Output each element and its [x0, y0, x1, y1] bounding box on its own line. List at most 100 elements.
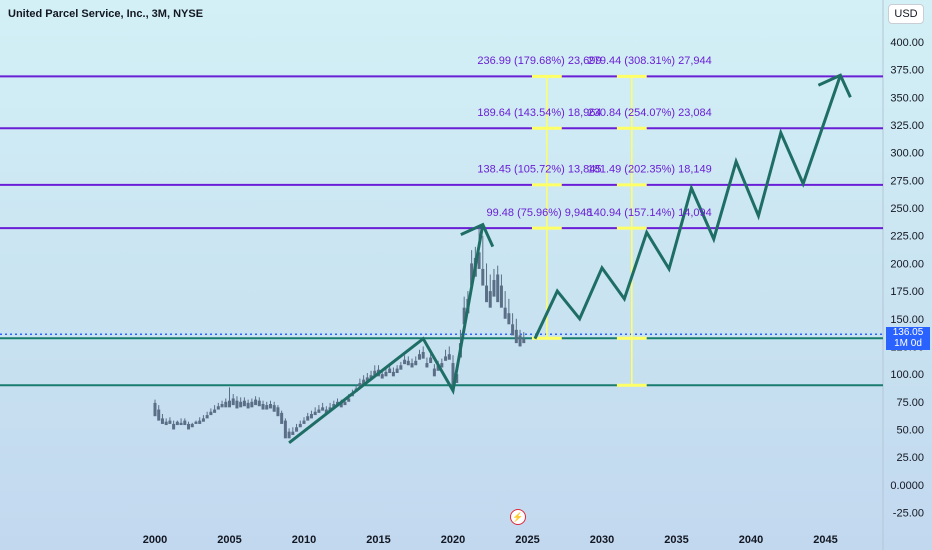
candle-body: [276, 407, 280, 417]
x-tick-label: 2025: [515, 534, 539, 546]
measure-label: 189.64 (143.54%) 18,964: [477, 107, 601, 119]
candle-body: [496, 274, 500, 303]
candle-body: [257, 400, 261, 407]
candle-body: [205, 415, 209, 419]
candle-body: [231, 398, 235, 406]
candle-body: [421, 351, 425, 359]
measure-label: 181.49 (202.35%) 18,149: [588, 164, 712, 176]
y-tick-label: 250.00: [890, 203, 924, 215]
candle-body: [235, 400, 239, 409]
candle-body: [470, 263, 474, 286]
candle-body: [358, 382, 362, 387]
y-tick-label: 325.00: [890, 120, 924, 132]
y-tick-label: 200.00: [890, 258, 924, 270]
candle-body: [380, 374, 384, 379]
candle-body: [499, 285, 503, 308]
candle-body: [343, 401, 347, 406]
candle-body: [190, 423, 194, 428]
candle-body: [313, 411, 317, 416]
candle-body: [168, 420, 172, 424]
candle-body: [239, 401, 243, 408]
candle-body: [242, 400, 246, 407]
lightning-icon[interactable]: ⚡: [510, 509, 526, 525]
x-tick-label: 2040: [739, 534, 763, 546]
candle-body: [518, 335, 522, 347]
candle-body: [417, 354, 421, 360]
candle-body: [172, 423, 176, 430]
candle-body: [488, 291, 492, 308]
measure-label: 140.94 (157.14%) 14,094: [588, 207, 712, 219]
y-tick-label: 225.00: [890, 231, 924, 243]
candle-body: [514, 329, 518, 344]
projection-arrow-head: [460, 222, 495, 248]
candle-body: [395, 368, 399, 374]
candle-body: [391, 371, 395, 377]
candle-body: [321, 407, 325, 411]
y-tick-label: 275.00: [890, 175, 924, 187]
current-price-value: 136.05: [892, 327, 924, 338]
candle-body: [522, 338, 526, 344]
candle-body: [388, 368, 392, 374]
candle-body: [194, 421, 198, 424]
projection-arrow-path: [288, 224, 485, 444]
candle-body: [432, 368, 436, 377]
candle-body: [246, 402, 250, 409]
projection-arrow-path: [533, 74, 842, 340]
chart-title: United Parcel Service, Inc., 3M, NYSE: [8, 8, 204, 20]
y-tick-label: 75.00: [896, 397, 924, 409]
measure-label: 99.48 (75.96%) 9,948: [487, 207, 593, 219]
x-tick-label: 2020: [441, 534, 465, 546]
candle-body: [298, 423, 302, 428]
y-tick-label: 400.00: [890, 37, 924, 49]
candle-body: [250, 401, 254, 408]
x-tick-label: 2005: [217, 534, 241, 546]
candle-body: [179, 422, 183, 426]
candle-body: [272, 405, 276, 412]
candle-body: [447, 354, 451, 360]
candle-body: [429, 357, 433, 364]
candle-body: [157, 409, 161, 421]
candle-body: [339, 402, 343, 408]
candle-body: [507, 313, 511, 325]
candle-body: [228, 400, 231, 408]
candle-body: [324, 409, 328, 414]
candle-body: [160, 418, 164, 424]
candle-body: [481, 268, 485, 286]
candle-body: [306, 416, 310, 421]
candle-body: [216, 406, 220, 410]
candle-body: [261, 404, 265, 410]
candle-body: [317, 409, 321, 413]
candle-body: [347, 398, 351, 402]
candle-body: [365, 377, 369, 381]
candle-body: [455, 374, 459, 383]
candle-body: [511, 324, 515, 336]
y-tick-label: 350.00: [890, 92, 924, 104]
candle-body: [291, 431, 295, 436]
candle-body: [425, 363, 429, 368]
measure-label: 138.45 (105.72%) 13,845: [477, 164, 601, 176]
y-tick-label: 25.00: [896, 452, 924, 464]
candle-body: [414, 360, 418, 366]
candle-body: [220, 404, 224, 408]
candle-body: [332, 404, 336, 408]
y-tick-label: 300.00: [890, 148, 924, 160]
candle-body: [187, 423, 191, 430]
candle-body: [201, 418, 205, 422]
candle-body: [440, 363, 444, 368]
y-tick-label: 100.00: [890, 369, 924, 381]
candle-body: [492, 280, 496, 297]
candle-body: [410, 363, 414, 368]
candle-body: [399, 365, 403, 370]
candle-body: [309, 413, 313, 419]
candle-body: [164, 421, 168, 426]
x-tick-label: 2010: [292, 534, 316, 546]
candle-body: [436, 365, 440, 371]
currency-button[interactable]: USD: [888, 4, 924, 24]
candle-body: [175, 421, 179, 426]
candle-body: [295, 427, 299, 432]
candle-body: [209, 411, 213, 416]
y-tick-label: 150.00: [890, 314, 924, 326]
y-tick-label: 375.00: [890, 65, 924, 77]
